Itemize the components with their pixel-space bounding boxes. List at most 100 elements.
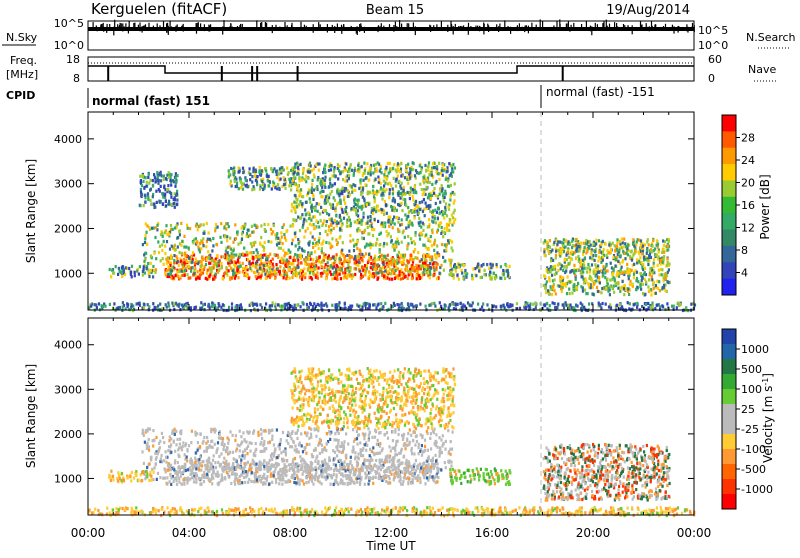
nsky-spike	[113, 27, 114, 36]
nave-tick-bottom: 0	[708, 72, 715, 85]
scatter-cell	[278, 247, 280, 250]
scatter-cell	[651, 275, 653, 278]
scatter-cell	[361, 237, 363, 240]
scatter-cell	[489, 263, 491, 266]
scatter-cell	[631, 269, 633, 272]
scatter-cell	[240, 241, 242, 244]
scatter-cell	[474, 267, 476, 270]
scatter-cell	[575, 278, 577, 281]
scatter-cell	[585, 242, 587, 245]
scatter-cell	[228, 269, 230, 272]
scatter-cell	[150, 269, 152, 272]
scatter-cell	[372, 303, 374, 306]
scatter-cell	[332, 267, 334, 270]
scatter-cell	[441, 189, 443, 192]
scatter-cell	[318, 203, 320, 206]
scatter-cell	[463, 264, 465, 267]
scatter-cell	[228, 258, 230, 261]
scatter-cell	[369, 219, 371, 222]
scatter-cell	[612, 256, 614, 259]
scatter-cell	[294, 259, 296, 262]
scatter-cell	[182, 265, 184, 268]
scatter-cell	[395, 241, 397, 244]
scatter-cell	[560, 287, 562, 290]
scatter-cell	[648, 306, 650, 309]
scatter-cell	[272, 258, 274, 261]
scatter-cell	[386, 258, 388, 261]
scatter-cell	[409, 258, 411, 261]
scatter-cell	[294, 304, 296, 307]
scatter-cell	[374, 218, 376, 221]
scatter-cell	[238, 187, 240, 190]
scatter-cell	[305, 219, 307, 222]
nsky-spike	[265, 22, 266, 27]
scatter-cell	[418, 217, 420, 220]
scatter-cell	[308, 253, 310, 256]
scatter-cell	[88, 306, 90, 309]
scatter-cell	[301, 248, 303, 251]
scatter-cell	[586, 267, 588, 270]
nsky-spike	[479, 26, 480, 31]
scatter-cell	[372, 265, 374, 268]
scatter-cell	[340, 277, 342, 280]
scatter-cell	[347, 275, 349, 278]
nsky-spike	[550, 27, 551, 30]
scatter-cell	[341, 268, 343, 271]
nsky-spike	[524, 27, 525, 32]
scatter-cell	[612, 242, 614, 245]
scatter-cell	[142, 175, 144, 178]
scatter-cell	[297, 238, 299, 241]
scatter-cell	[441, 226, 443, 229]
scatter-cell	[261, 169, 263, 172]
scatter-cell	[552, 259, 554, 262]
scatter-cell	[429, 258, 431, 261]
scatter-cell	[377, 304, 379, 307]
scatter-cell	[313, 188, 315, 191]
scatter-cell	[582, 290, 584, 293]
scatter-cell	[424, 261, 426, 264]
scatter-cell	[398, 169, 400, 172]
scatter-cell	[276, 243, 278, 246]
scatter-cell	[292, 262, 294, 265]
scatter-cell	[358, 255, 360, 258]
scatter-cell	[336, 306, 338, 309]
scatter-cell	[404, 176, 406, 179]
scatter-cell	[386, 212, 388, 215]
scatter-cell	[376, 278, 378, 281]
nsky-spike	[337, 24, 338, 28]
scatter-cell	[342, 271, 344, 274]
scatter-cell	[176, 270, 178, 273]
nsky-spike	[556, 22, 557, 31]
scatter-cell	[195, 237, 197, 240]
nsky-spike	[531, 23, 532, 30]
scatter-cell	[312, 235, 314, 238]
scatter-cell	[180, 222, 182, 225]
scatter-cell	[259, 267, 261, 270]
scatter-cell	[580, 285, 582, 288]
scatter-cell	[655, 254, 657, 257]
scatter-cell	[344, 208, 346, 211]
scatter-cell	[313, 263, 315, 266]
scatter-cell	[345, 187, 347, 190]
scatter-cell	[148, 173, 150, 176]
scatter-cell	[687, 309, 689, 312]
scatter-cell	[324, 202, 326, 205]
nsky-spike	[652, 26, 653, 28]
scatter-cell	[144, 194, 146, 197]
scatter-cell	[433, 274, 435, 277]
y-tick-label: 3000	[54, 178, 82, 191]
scatter-cell	[329, 178, 331, 181]
scatter-cell	[389, 216, 391, 219]
scatter-cell	[311, 186, 313, 189]
scatter-cell	[633, 273, 635, 276]
nsky-spike	[121, 23, 122, 30]
nsky-spike	[517, 27, 518, 31]
scatter-cell	[212, 459, 214, 462]
scatter-cell	[373, 272, 375, 275]
scatter-cell	[344, 202, 346, 205]
scatter-cell	[296, 304, 298, 307]
scatter-cell	[397, 174, 399, 177]
scatter-cell	[389, 278, 391, 281]
scatter-cell	[180, 244, 182, 247]
scatter-cell	[297, 172, 299, 175]
